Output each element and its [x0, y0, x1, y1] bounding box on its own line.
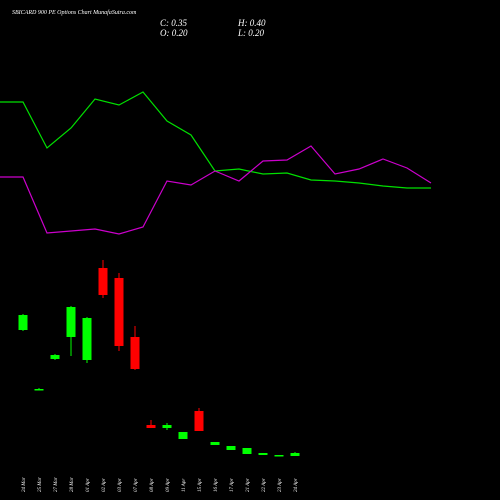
x-tick-label: 27 Mar: [54, 477, 59, 492]
x-tick-label: 08 Apr: [150, 478, 155, 492]
line-series: [0, 145, 432, 235]
candle-body: [114, 278, 124, 346]
candle-body: [18, 315, 28, 330]
x-tick-label: 23 Apr: [278, 478, 283, 492]
chart-title: SBICARD 900 PE Options Chart MunafaSutra…: [12, 9, 137, 16]
x-tick-label: 22 Apr: [262, 478, 267, 492]
ohlc-high: H: 0.40: [237, 18, 266, 28]
candle-body: [34, 389, 44, 391]
candle-body: [210, 442, 220, 445]
candle-body: [290, 453, 300, 456]
x-tick-label: 03 Apr: [118, 478, 123, 492]
candle-body: [258, 453, 268, 455]
candle-body: [98, 268, 108, 295]
ohlc-close: C: 0.35: [160, 18, 188, 28]
x-tick-label: 07 Apr: [134, 478, 139, 492]
x-tick-label: 21 Apr: [246, 478, 251, 492]
candle-body: [178, 432, 188, 439]
x-tick-label: 24 Mar: [22, 477, 27, 492]
x-tick-label: 09 Apr: [166, 478, 171, 492]
x-tick-label: 17 Apr: [230, 478, 235, 492]
candle-body: [50, 355, 60, 359]
ohlc-low: L: 0.20: [237, 28, 265, 38]
candle-body: [162, 425, 172, 428]
x-tick-label: 16 Apr: [214, 478, 219, 492]
x-tick-label: 11 Apr: [182, 479, 187, 492]
x-tick-label: 15 Apr: [198, 478, 203, 492]
line-series: [0, 91, 431, 189]
x-tick-label: 01 Apr: [86, 478, 91, 492]
candle-body: [130, 337, 140, 369]
candle-body: [146, 425, 156, 428]
x-tick-label: 02 Apr: [102, 478, 107, 492]
candle-body: [194, 411, 204, 431]
candle-body: [274, 455, 284, 457]
x-tick-label: 24 Apr: [294, 478, 299, 492]
x-tick-label: 25 Mar: [38, 477, 43, 492]
ohlc-open: O: 0.20: [160, 28, 188, 38]
candle-body: [82, 318, 92, 360]
candle-body: [242, 448, 252, 454]
x-tick-label: 28 Mar: [70, 477, 75, 492]
candle-body: [226, 446, 236, 450]
candle-body: [66, 307, 76, 337]
